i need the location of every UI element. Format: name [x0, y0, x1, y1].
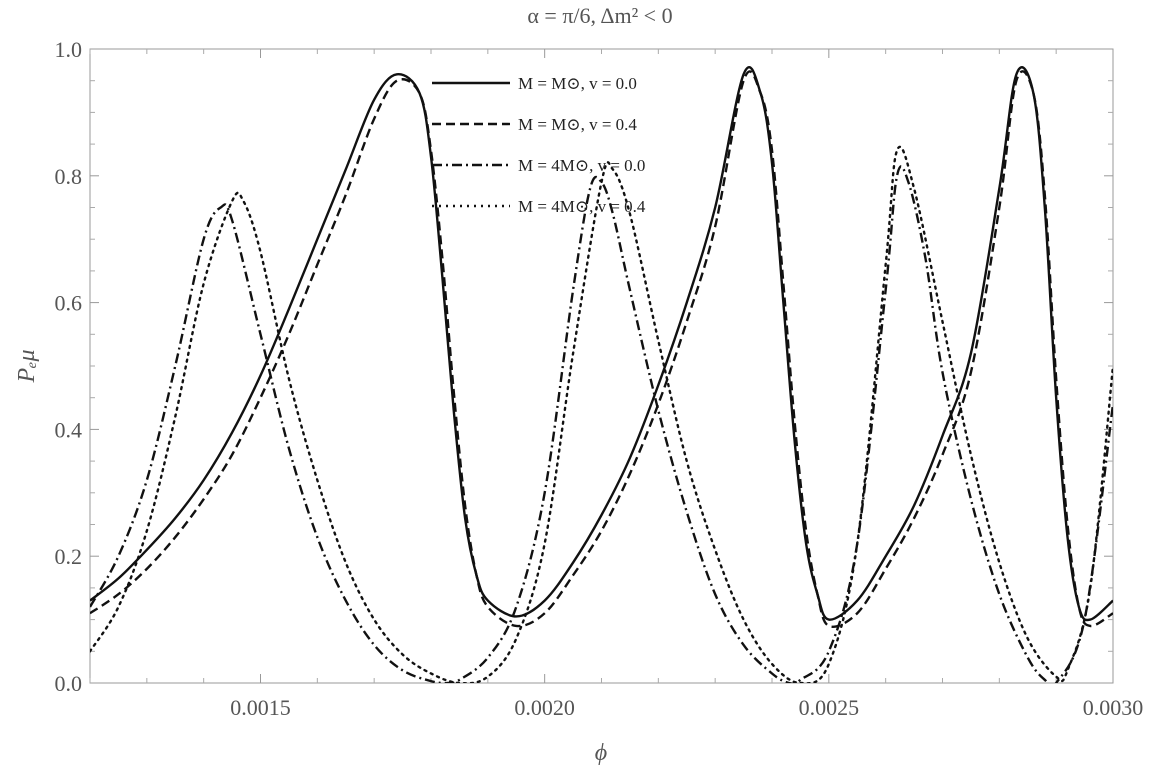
x-tick-label: 0.0025 [799, 695, 860, 720]
series-line-1 [90, 66, 1113, 622]
legend-label-2: M = M⊙, v = 0.4 [518, 115, 637, 134]
series-layer [90, 66, 1113, 683]
series-line-2 [90, 70, 1113, 628]
y-axis-ticks: 0.0 0.2 0.4 0.6 0.8 1.0 [55, 37, 1113, 696]
y-axis-label: Pₑμ [14, 350, 40, 384]
x-axis-label: ϕ [595, 740, 607, 766]
y-tick-label: 0.8 [55, 164, 83, 189]
legend-label-4: M = 4M⊙, v = 0.4 [518, 197, 646, 216]
x-tick-label: 0.0015 [230, 695, 291, 720]
legend-label-1: M = M⊙, v = 0.0 [518, 74, 637, 93]
y-tick-label: 0.2 [55, 544, 83, 569]
series-line-3 [90, 165, 1113, 683]
x-tick-label: 0.0020 [514, 695, 575, 720]
legend-label-3: M = 4M⊙, v = 0.0 [518, 156, 645, 175]
y-tick-label: 1.0 [55, 37, 83, 62]
x-tick-label: 0.0030 [1083, 695, 1144, 720]
y-tick-label: 0.6 [55, 291, 83, 316]
plot-frame [89, 48, 1114, 684]
x-axis-ticks: 0.0015 0.0020 0.0025 0.0030 [89, 49, 1144, 720]
y-tick-label: 0.4 [55, 417, 83, 442]
y-tick-label: 0.0 [55, 671, 83, 696]
legend: M = M⊙, v = 0.0 M = M⊙, v = 0.4 M = 4M⊙, v… [432, 74, 646, 216]
chart-title: α = π/6, Δm² < 0 [527, 3, 672, 28]
